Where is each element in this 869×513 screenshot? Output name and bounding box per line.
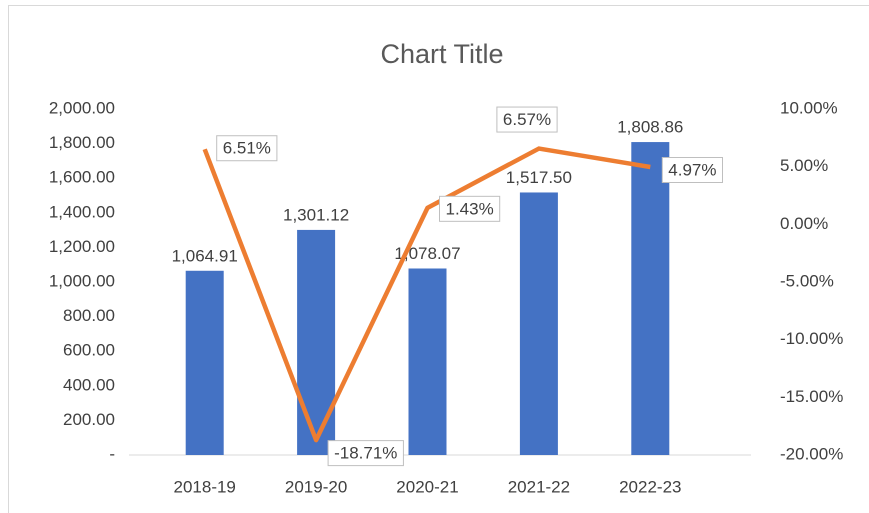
y-tick-label: 1,800.00 [49, 133, 115, 152]
bar-value-label: 1,808.86 [617, 118, 683, 137]
y-tick-label: 200.00 [63, 410, 115, 429]
y-tick-label: 2,000.00 [49, 98, 115, 117]
x-tick-label: 2020-21 [396, 477, 458, 496]
bar [631, 142, 670, 456]
y2-tick-label: -15.00% [780, 387, 843, 406]
y2-tick-label: 5.00% [780, 156, 828, 175]
bar [185, 270, 224, 455]
y2-tick-label: 10.00% [780, 98, 838, 117]
y-tick-label: 1,000.00 [49, 271, 115, 290]
data-callout [439, 195, 501, 222]
y2-tick-label: -5.00% [780, 271, 834, 290]
data-callout [327, 440, 404, 467]
y2-tick-label: 0.00% [780, 214, 828, 233]
y2-tick-label: -20.00% [780, 444, 843, 463]
bar [408, 268, 447, 455]
y-tick-label: 800.00 [63, 306, 115, 325]
x-tick-label: 2021-22 [508, 477, 570, 496]
x-tick-label: 2018-19 [174, 477, 236, 496]
y-tick-label: 1,200.00 [49, 237, 115, 256]
y-tick-label: 600.00 [63, 341, 115, 360]
x-tick-label: 2019-20 [285, 477, 347, 496]
y2-tick-label: -10.00% [780, 329, 843, 348]
data-callout [496, 106, 558, 133]
line-value-label: 6.51% [223, 139, 271, 158]
bar-value-label: 1,078.07 [394, 244, 460, 263]
y-tick-label: 1,600.00 [49, 168, 115, 187]
bar [519, 192, 558, 455]
bar [297, 229, 336, 455]
x-tick-label: 2022-23 [619, 477, 681, 496]
data-callout [216, 135, 278, 162]
line-value-label: 6.57% [503, 110, 551, 129]
chart-title: Chart Title [380, 39, 503, 69]
line-value-label: 1.43% [446, 199, 494, 218]
y-tick-label: 1,400.00 [49, 202, 115, 221]
y-tick-label: - [109, 444, 115, 463]
data-callout [661, 156, 724, 183]
line-value-label: 4.97% [668, 160, 716, 179]
bar-value-label: 1,517.50 [506, 168, 572, 187]
bar-value-label: 1,064.91 [172, 246, 238, 265]
line-value-label: -18.71% [334, 444, 397, 463]
bar-value-label: 1,301.12 [283, 205, 349, 224]
line-series [202, 146, 651, 443]
y-tick-label: 400.00 [63, 375, 115, 394]
